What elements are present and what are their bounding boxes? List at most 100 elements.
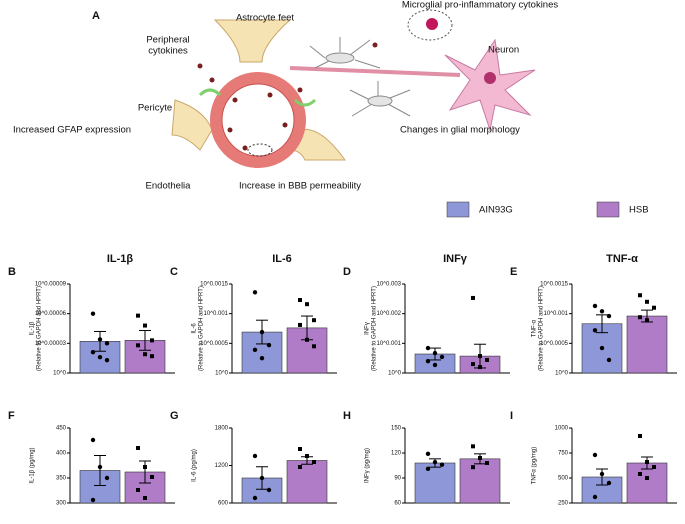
data-point [97, 354, 103, 360]
y-tick-label: 500 [558, 476, 569, 482]
chart: H INFγ (pg/mg) 60 90 120 150 [343, 410, 510, 507]
data-point [425, 345, 431, 351]
axon [289, 66, 461, 77]
data-point [136, 488, 140, 492]
data-point [471, 295, 475, 300]
data-point [104, 341, 110, 346]
y-axis-label: TNF-α [532, 319, 538, 337]
chart-title: IL-6 [272, 253, 292, 265]
data-point [425, 358, 431, 364]
panel-letter: A [92, 10, 100, 22]
data-point [104, 357, 110, 363]
y-tick-label: 10^0 [388, 371, 401, 377]
data-point [90, 437, 96, 443]
data-point [252, 453, 258, 459]
diagram: A [92, 9, 536, 168]
astrocyte-foot [171, 99, 213, 151]
y-axis-note: (Relative to GAPDH and HPRT) [539, 286, 545, 371]
panel-letter: B [8, 266, 16, 278]
data-point [485, 357, 489, 362]
data-point [599, 345, 605, 351]
data-point [638, 434, 642, 438]
data-point [298, 322, 302, 327]
data-point [432, 350, 438, 356]
diagram-label: Neuron [488, 45, 519, 56]
cytokines [197, 42, 378, 151]
data-point [471, 444, 475, 449]
legend-label: AIN93G [479, 205, 513, 216]
y-tick-label: 300 [56, 501, 67, 507]
data-point [252, 495, 258, 501]
data-point [645, 460, 649, 464]
y-tick-label: 10^0.0015 [200, 282, 229, 288]
y-tick-label: 400 [56, 451, 67, 457]
panel-letter: C [170, 266, 178, 278]
chart: I TNFα (pg/mg) 250 500 750 1000 [510, 410, 677, 507]
data-point [652, 465, 656, 469]
microglia-body [367, 95, 393, 107]
y-axis-label: INFγ [365, 322, 371, 335]
y-tick-label: 120 [391, 451, 402, 457]
data-point [645, 476, 649, 480]
diagram-label: Microglial pro-inflammatory cytokines [402, 0, 559, 11]
data-point [150, 354, 154, 359]
panel-letter: D [343, 266, 351, 278]
data-point [104, 475, 110, 481]
legend-swatch [596, 201, 620, 218]
y-tick-label: 150 [391, 426, 402, 432]
y-tick-label: 10^0.001 [203, 311, 228, 317]
y-tick-label: 600 [218, 501, 229, 507]
cytokine [426, 18, 438, 30]
y-axis-label: IL-1β [30, 321, 36, 335]
data-point [136, 313, 140, 318]
y-axis-label: IL-6 (pg/mg) [192, 449, 198, 482]
bar [626, 462, 668, 504]
data-point [638, 293, 642, 298]
data-point [432, 362, 438, 368]
data-point [638, 472, 642, 476]
y-tick-label: 10^0.00006 [35, 311, 67, 317]
y-tick-label: 10^0.0015 [540, 282, 569, 288]
y-tick-label: 10^0.003 [376, 282, 401, 288]
data-point [298, 447, 302, 451]
y-tick-label: 10^0 [555, 371, 568, 377]
y-axis-label: IL-1β (pg/mg) [30, 447, 36, 483]
y-tick-label: 10^0.0005 [200, 341, 229, 347]
data-point [312, 460, 316, 464]
y-tick-label: 250 [558, 501, 569, 507]
data-point [478, 365, 482, 370]
diagram-label: cytokines [148, 46, 188, 57]
data-point [143, 323, 147, 328]
y-tick-label: 450 [56, 426, 67, 432]
y-tick-label: 10^0.001 [376, 341, 401, 347]
data-point [305, 454, 309, 458]
vessel-inner [221, 83, 295, 157]
data-point [606, 313, 612, 319]
diagram-label: Increased GFAP expression [13, 125, 131, 136]
y-tick-label: 10^0.001 [543, 311, 568, 317]
data-point [425, 466, 431, 472]
data-point [143, 465, 147, 469]
panel-letter: H [343, 410, 351, 422]
y-axis-note: (Relative to GAPDH and HPRT) [199, 286, 205, 371]
panel-letter: G [170, 410, 179, 422]
data-point [143, 496, 147, 500]
y-tick-label: 1200 [215, 463, 229, 469]
panel-letter: E [510, 266, 517, 278]
data-point [471, 362, 475, 367]
data-point [478, 354, 482, 359]
data-point [478, 456, 482, 460]
diagram-labels: Astrocyte feet Microglial pro-inflammator… [13, 0, 558, 192]
data-point [150, 475, 154, 479]
data-point [592, 494, 598, 500]
y-axis-note: (Relative to GAPDH and HPRT) [37, 286, 43, 371]
y-axis-note: (Relative to GAPDH and HPRT) [372, 286, 378, 371]
data-point [652, 305, 656, 310]
chart: F IL-1β (pg/mg) 300 350 400 450 [8, 410, 175, 507]
y-tick-label: 10^0 [53, 371, 66, 377]
y-tick-label: 10^0.00003 [35, 341, 67, 347]
